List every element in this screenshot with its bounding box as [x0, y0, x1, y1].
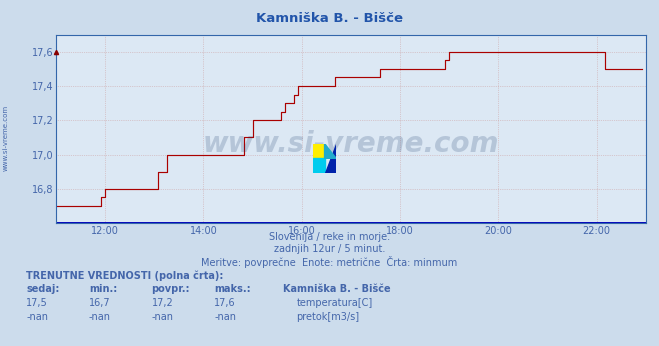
Text: -nan: -nan — [26, 312, 48, 322]
Text: pretok[m3/s]: pretok[m3/s] — [297, 312, 360, 322]
Text: TRENUTNE VREDNOSTI (polna črta):: TRENUTNE VREDNOSTI (polna črta): — [26, 270, 224, 281]
Text: www.si-vreme.com: www.si-vreme.com — [2, 105, 9, 172]
Bar — [313, 144, 325, 158]
Text: Kamniška B. - Bišče: Kamniška B. - Bišče — [256, 12, 403, 25]
Text: -nan: -nan — [214, 312, 236, 322]
Polygon shape — [325, 144, 336, 158]
Text: Meritve: povprečne  Enote: metrične  Črta: minmum: Meritve: povprečne Enote: metrične Črta:… — [202, 256, 457, 268]
Text: min.:: min.: — [89, 284, 117, 294]
Text: Slovenija / reke in morje.: Slovenija / reke in morje. — [269, 232, 390, 242]
Text: temperatura[C]: temperatura[C] — [297, 298, 373, 308]
Text: zadnjih 12ur / 5 minut.: zadnjih 12ur / 5 minut. — [273, 244, 386, 254]
Text: maks.:: maks.: — [214, 284, 251, 294]
Text: -nan: -nan — [152, 312, 173, 322]
Polygon shape — [325, 144, 336, 173]
Text: 17,6: 17,6 — [214, 298, 236, 308]
Text: sedaj:: sedaj: — [26, 284, 60, 294]
Text: povpr.:: povpr.: — [152, 284, 190, 294]
Text: Kamniška B. - Bišče: Kamniška B. - Bišče — [283, 284, 391, 294]
Text: 17,5: 17,5 — [26, 298, 48, 308]
Text: 17,2: 17,2 — [152, 298, 173, 308]
Text: 16,7: 16,7 — [89, 298, 111, 308]
Text: -nan: -nan — [89, 312, 111, 322]
Bar — [313, 158, 325, 173]
Text: www.si-vreme.com: www.si-vreme.com — [203, 130, 499, 158]
